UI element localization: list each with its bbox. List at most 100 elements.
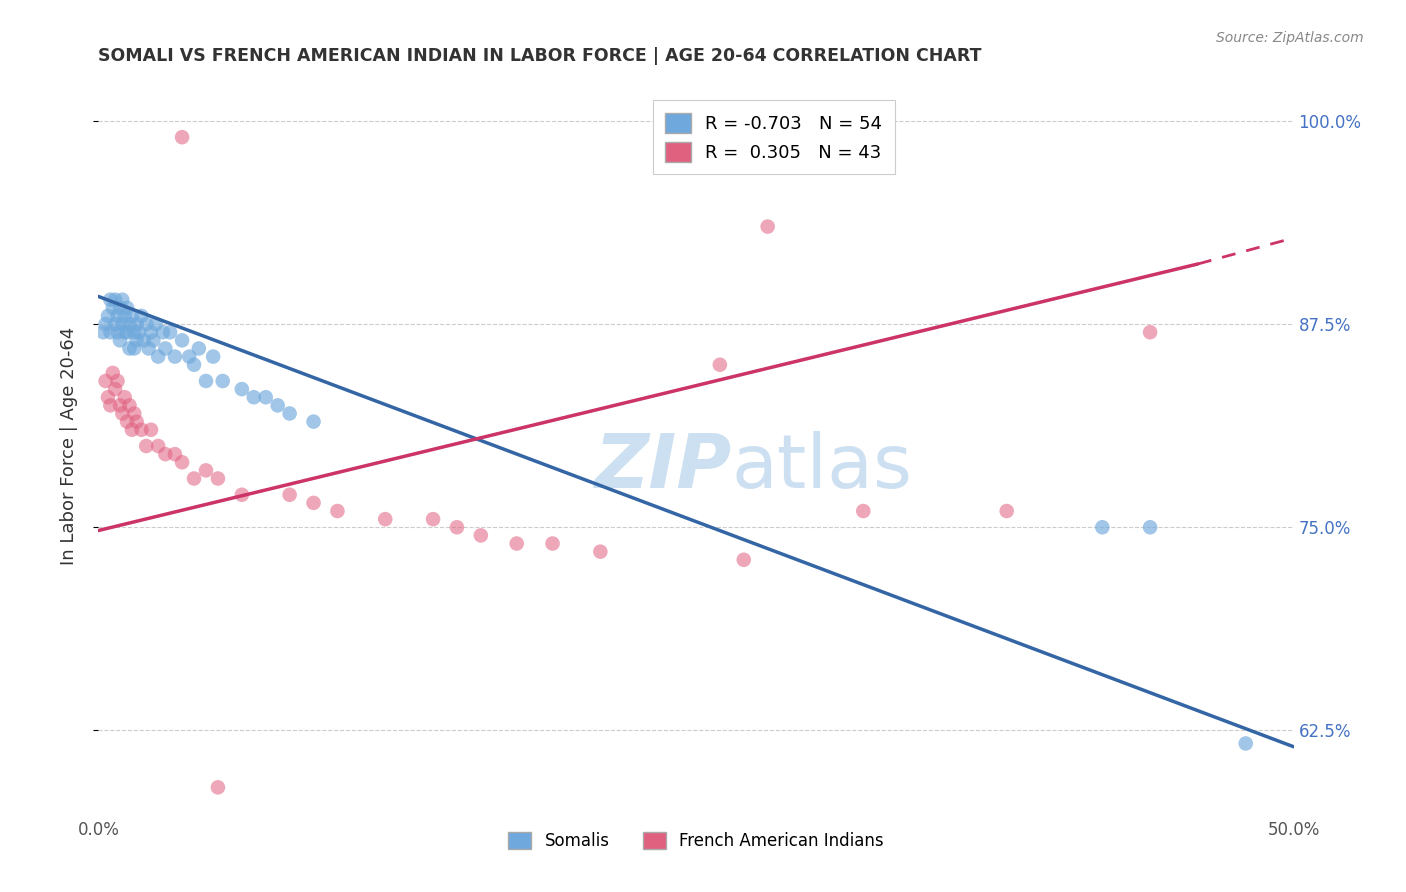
Text: atlas: atlas	[733, 432, 912, 505]
Point	[155, 342, 177, 356]
Point	[135, 317, 157, 331]
Point	[104, 293, 127, 307]
Point	[104, 382, 127, 396]
Point	[101, 366, 124, 380]
Point	[111, 407, 134, 421]
Point	[172, 455, 194, 469]
Point	[995, 504, 1018, 518]
Point	[131, 423, 153, 437]
Point	[422, 512, 444, 526]
Point	[139, 325, 162, 339]
Point	[1139, 325, 1161, 339]
Point	[183, 358, 205, 372]
Point	[108, 398, 131, 412]
Point	[709, 358, 731, 372]
Point	[733, 553, 755, 567]
Point	[179, 350, 201, 364]
Point	[98, 293, 122, 307]
Point	[94, 317, 117, 331]
Text: ZIP: ZIP	[595, 432, 733, 505]
Point	[121, 309, 143, 323]
Point	[108, 301, 131, 315]
Point	[195, 463, 218, 477]
Point	[207, 471, 229, 485]
Point	[506, 536, 529, 550]
Point	[152, 325, 174, 339]
Point	[118, 398, 141, 412]
Point	[302, 415, 325, 429]
Point	[121, 423, 143, 437]
Point	[132, 334, 155, 348]
Point	[202, 350, 225, 364]
Point	[118, 317, 141, 331]
Point	[91, 325, 114, 339]
Point	[278, 407, 301, 421]
Point	[470, 528, 492, 542]
Point	[155, 447, 177, 461]
Point	[101, 301, 124, 315]
Point	[97, 390, 120, 404]
Text: Source: ZipAtlas.com: Source: ZipAtlas.com	[1216, 31, 1364, 45]
Point	[163, 350, 186, 364]
Point	[374, 512, 396, 526]
Point	[138, 342, 160, 356]
Point	[142, 334, 165, 348]
Y-axis label: In Labor Force | Age 20-64: In Labor Force | Age 20-64	[59, 326, 77, 566]
Point	[207, 780, 229, 795]
Point	[326, 504, 349, 518]
Point	[589, 544, 612, 558]
Point	[1234, 736, 1257, 750]
Point	[97, 309, 120, 323]
Point	[115, 325, 138, 339]
Point	[541, 536, 564, 550]
Point	[163, 447, 186, 461]
Point	[231, 382, 253, 396]
Point	[125, 334, 148, 348]
Point	[1139, 520, 1161, 534]
Point	[852, 504, 875, 518]
Point	[756, 219, 779, 234]
Point	[107, 374, 129, 388]
Point	[125, 317, 148, 331]
Point	[145, 317, 167, 331]
Point	[114, 309, 136, 323]
Point	[124, 325, 146, 339]
Point	[131, 309, 153, 323]
Point	[104, 317, 127, 331]
Point	[114, 390, 136, 404]
Text: SOMALI VS FRENCH AMERICAN INDIAN IN LABOR FORCE | AGE 20-64 CORRELATION CHART: SOMALI VS FRENCH AMERICAN INDIAN IN LABO…	[98, 47, 981, 65]
Point	[267, 398, 290, 412]
Point	[148, 439, 170, 453]
Point	[111, 293, 134, 307]
Point	[111, 317, 134, 331]
Point	[278, 488, 301, 502]
Point	[254, 390, 277, 404]
Point	[187, 342, 209, 356]
Point	[135, 439, 157, 453]
Point	[159, 325, 181, 339]
Point	[1091, 520, 1114, 534]
Point	[172, 334, 194, 348]
Point	[125, 415, 148, 429]
Point	[108, 334, 131, 348]
Point	[148, 350, 170, 364]
Point	[115, 415, 138, 429]
Point	[446, 520, 468, 534]
Point	[124, 342, 146, 356]
Point	[231, 488, 253, 502]
Point	[98, 398, 122, 412]
Point	[107, 309, 129, 323]
Point	[195, 374, 218, 388]
Legend: Somalis, French American Indians: Somalis, French American Indians	[499, 823, 893, 858]
Point	[107, 325, 129, 339]
Point	[114, 325, 136, 339]
Point	[172, 130, 194, 145]
Point	[94, 374, 117, 388]
Point	[128, 325, 150, 339]
Point	[183, 471, 205, 485]
Point	[139, 423, 162, 437]
Point	[243, 390, 266, 404]
Point	[124, 407, 146, 421]
Point	[302, 496, 325, 510]
Point	[211, 374, 233, 388]
